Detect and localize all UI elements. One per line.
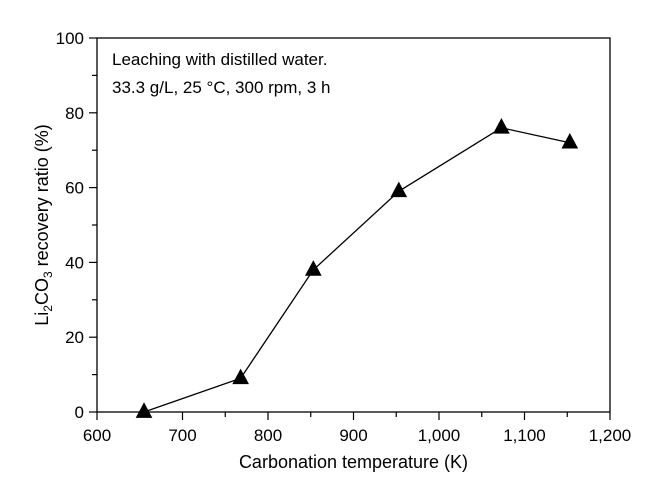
y-axis-title-mid: CO [32,278,52,305]
y-axis-title: Li2CO3 recovery ratio (%) [32,124,55,325]
x-tick-label: 1,200 [589,426,632,445]
data-point-marker [493,118,510,134]
y-axis-title-sub2: 3 [41,271,55,278]
x-tick-label: 1,100 [503,426,546,445]
series-line [143,127,570,413]
x-axis-ticks [96,412,611,420]
y-tick-label: 40 [65,253,84,272]
annotation-line-1: Leaching with distilled water. [112,50,327,69]
y-tick-label: 60 [65,179,84,198]
y-tick-label: 100 [56,29,84,48]
y-axis-title-suffix: recovery ratio (%) [32,124,52,271]
x-tick-label: 600 [83,426,111,445]
data-point-marker [232,368,249,385]
y-axis-tick-labels: 0 20 40 60 80 100 [56,29,84,422]
data-point-marker [390,181,408,198]
x-axis-tick-labels: 600 700 800 900 1,000 1,100 1,200 [83,426,631,445]
x-tick-label: 1,000 [418,426,461,445]
data-markers [135,118,579,418]
data-point-marker [304,260,322,276]
y-axis-title-prefix: Li [32,312,52,326]
data-point-marker [561,132,579,149]
y-tick-label: 80 [65,104,84,123]
y-axis-title-sub1: 2 [41,305,55,312]
annotation-line-2: 33.3 g/L, 25 °C, 300 rpm, 3 h [112,78,331,97]
x-tick-label: 900 [339,426,367,445]
y-tick-label: 0 [75,403,84,422]
x-tick-label: 700 [168,426,196,445]
x-axis-title: Carbonation temperature (K) [239,452,468,472]
y-axis-ticks [89,37,97,413]
x-tick-label: 800 [254,426,282,445]
y-tick-label: 20 [65,328,84,347]
data-point-marker [135,402,153,418]
